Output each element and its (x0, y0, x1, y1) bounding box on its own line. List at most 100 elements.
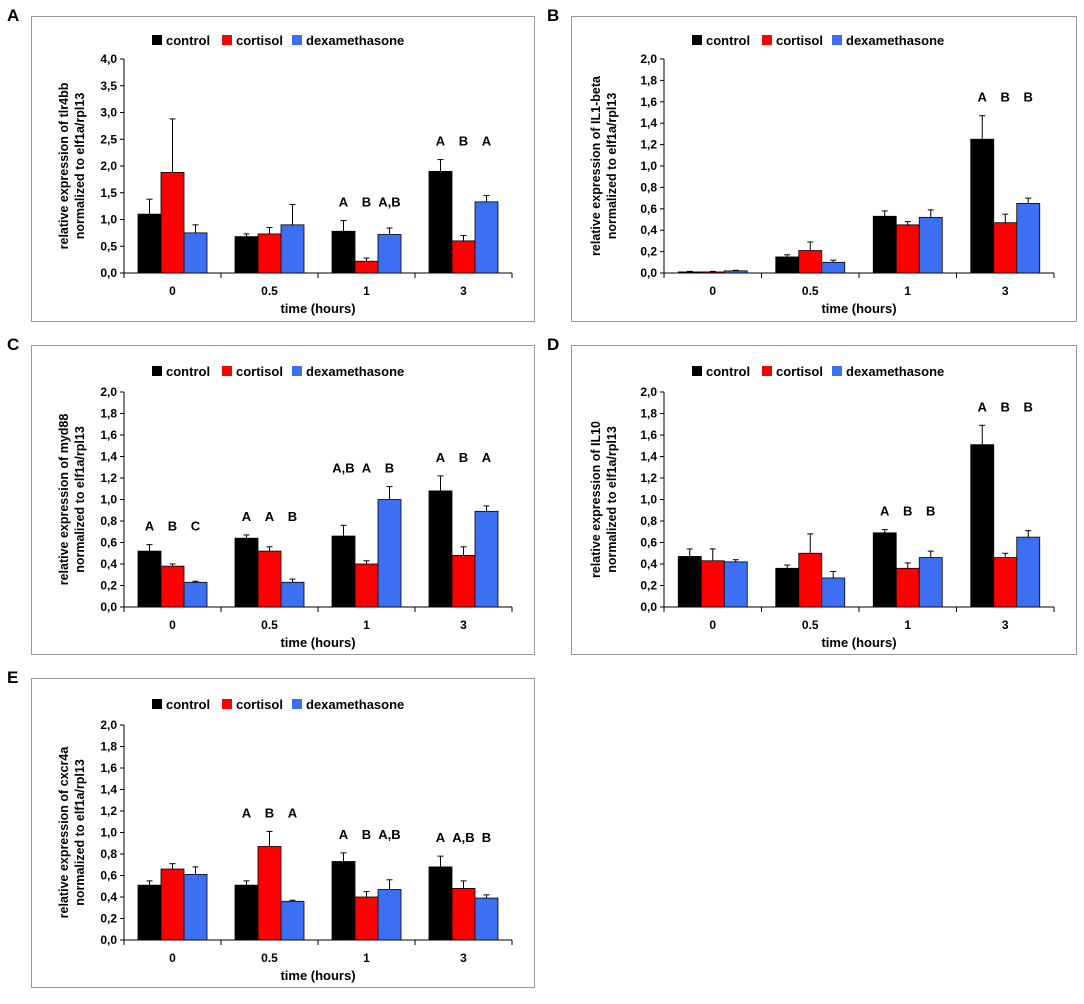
legend-label-cortisol: cortisol (236, 33, 283, 48)
x-tick-label: 0.5 (261, 951, 278, 965)
y-tick-label: 0,0 (100, 933, 117, 947)
y-tick-label: 1,2 (640, 471, 657, 485)
bar-dexamethasone (377, 889, 402, 941)
significance-label: B (168, 519, 177, 534)
significance-label: B (903, 504, 912, 519)
legend-label-control: control (706, 364, 750, 379)
panel-letter-e: E (7, 668, 19, 687)
y-tick-label: 1,2 (640, 138, 657, 152)
bar-control (137, 213, 162, 274)
x-tick-label: 1 (363, 618, 370, 632)
y-tick-label: 0,6 (100, 869, 117, 883)
y-axis-title: normalized to elf1a/rpl13 (73, 759, 87, 906)
significance-label: B (1024, 399, 1033, 414)
significance-label: B (1001, 399, 1010, 414)
x-tick-label: 1 (363, 951, 370, 965)
y-tick-label: 2,0 (100, 385, 117, 399)
significance-label: A (265, 509, 275, 524)
legend-label-cortisol: cortisol (776, 33, 823, 48)
x-tick-label: 1 (904, 618, 911, 632)
bar-control (677, 271, 702, 274)
y-axis-title: relative expression of tlr4bb (57, 82, 71, 249)
y-tick-label: 2,0 (100, 718, 117, 732)
y-tick-label: 0,0 (100, 266, 117, 280)
bar-control (428, 490, 453, 608)
bar-cortisol (354, 563, 379, 608)
y-tick-label: 3,0 (100, 106, 117, 120)
bar-control (775, 567, 800, 608)
legend-swatch-cortisol (222, 35, 232, 45)
legend-swatch-control (152, 699, 162, 709)
legend-label-control: control (166, 697, 210, 712)
y-tick-label: 0,2 (640, 579, 657, 593)
significance-label: A,B (378, 827, 400, 842)
y-tick-label: 0,4 (100, 557, 117, 571)
bar-control (234, 537, 259, 608)
y-axis-title: normalized to elf1a/rpl13 (605, 426, 619, 573)
significance-label: B (1024, 90, 1033, 105)
x-tick-label: 0.5 (261, 618, 278, 632)
significance-label: A,B (332, 461, 354, 476)
y-tick-label: 1,5 (100, 186, 117, 200)
y-tick-label: 1,0 (100, 493, 117, 507)
bar-dexamethasone (183, 232, 208, 274)
y-tick-label: 2,0 (640, 385, 657, 399)
legend-label-control: control (166, 364, 210, 379)
significance-label: A (436, 134, 446, 149)
significance-label: B (926, 504, 935, 519)
bar-cortisol (451, 555, 476, 608)
significance-label: A,B (378, 195, 400, 210)
significance-label: B (459, 450, 468, 465)
legend-swatch-dexamethasone (292, 366, 302, 376)
bar-cortisol (895, 567, 920, 608)
x-tick-label: 0 (169, 618, 176, 632)
bar-control (331, 861, 356, 941)
x-tick-label: 3 (460, 618, 467, 632)
significance-label: A (436, 450, 446, 465)
y-tick-label: 1,4 (640, 116, 657, 130)
bar-dexamethasone (723, 270, 748, 274)
significance-label: A (436, 830, 446, 845)
significance-label: B (1001, 90, 1010, 105)
legend-label-control: control (706, 33, 750, 48)
x-tick-label: 0 (709, 284, 716, 298)
bar-cortisol (700, 271, 725, 274)
y-tick-label: 1,4 (100, 450, 117, 464)
bar-dexamethasone (183, 581, 208, 608)
bar-dexamethasone (183, 874, 208, 941)
x-axis-title: time (hours) (280, 301, 355, 316)
y-tick-label: 0,6 (640, 536, 657, 550)
bar-control (331, 535, 356, 608)
significance-label: B (482, 830, 491, 845)
legend-swatch-dexamethasone (832, 35, 842, 45)
significance-label: A (288, 805, 298, 820)
y-tick-label: 3,5 (100, 79, 117, 93)
bar-cortisol (993, 557, 1018, 608)
bar-dexamethasone (918, 557, 943, 608)
y-tick-label: 2,0 (640, 52, 657, 66)
chart-c: control cortisol dexamethasone 0,0 0,2 0,4 0,6… (57, 364, 513, 650)
x-tick-label: 3 (1002, 618, 1009, 632)
bar-dexamethasone (474, 201, 499, 274)
bar-control (331, 230, 356, 274)
bar-cortisol (257, 550, 282, 608)
legend-label-dexamethasone: dexamethasone (846, 33, 944, 48)
legend-swatch-dexamethasone (292, 699, 302, 709)
bar-cortisol (895, 224, 920, 274)
y-axis-title: normalized to elf1a/rpl13 (73, 426, 87, 573)
legend-swatch-control (692, 35, 702, 45)
bar-dexamethasone (1016, 203, 1041, 274)
legend-label-cortisol: cortisol (236, 364, 283, 379)
significance-label: B (288, 509, 297, 524)
bar-cortisol (354, 896, 379, 941)
legend-label-cortisol: cortisol (236, 697, 283, 712)
y-tick-label: 1,2 (100, 804, 117, 818)
bar-dexamethasone (1016, 536, 1041, 608)
bar-cortisol (700, 560, 725, 608)
legend-swatch-cortisol (762, 366, 772, 376)
significance-label: A (362, 461, 372, 476)
x-tick-label: 3 (460, 284, 467, 298)
panel-letter-a: A (7, 6, 20, 25)
bar-control (137, 884, 162, 941)
